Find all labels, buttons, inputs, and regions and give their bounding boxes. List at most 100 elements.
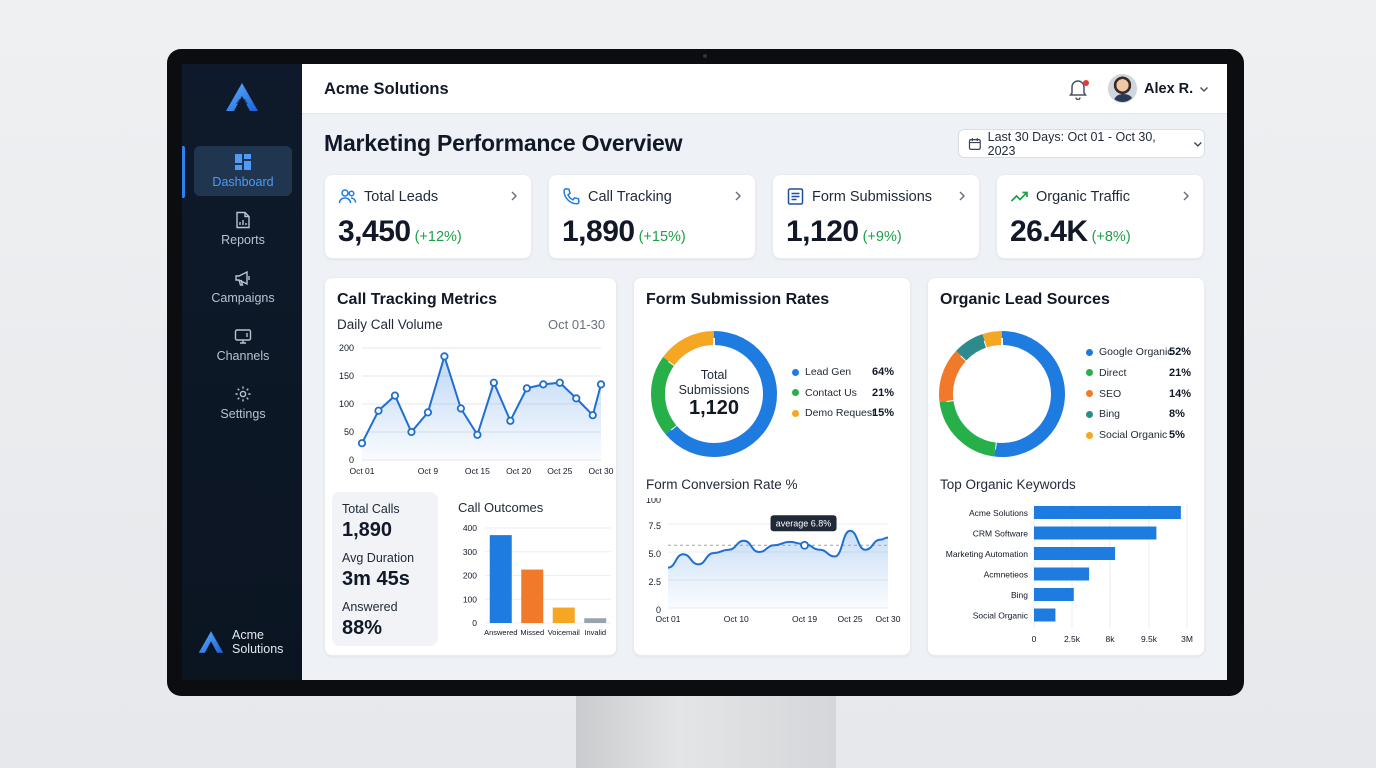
x-tick-label: Oct 01	[655, 614, 680, 624]
legend-swatch	[1086, 431, 1093, 439]
sidebar-item-label: Channels	[216, 349, 270, 363]
legend-value: 5%	[1169, 429, 1185, 442]
app-logo-icon[interactable]	[225, 82, 259, 112]
kpi-card-total-leads[interactable]: Total Leads 3,450 (+12%)	[324, 174, 532, 259]
kpi-delta: (+15%)	[638, 229, 686, 245]
kpi-label: Total Leads	[364, 188, 439, 205]
slice-separator	[670, 424, 677, 431]
kpi-delta: (+12%)	[414, 229, 462, 245]
legend-label: Bing	[1099, 408, 1121, 421]
form-conversion-title: Form Conversion Rate %	[646, 477, 798, 492]
call-stats-box: Total Calls 1,890 Avg Duration 3m 45s An…	[332, 492, 438, 646]
sidebar-brand: Acme Solutions	[198, 628, 283, 656]
slice-seo	[939, 350, 967, 402]
date-range-picker[interactable]: Last 30 Days: Oct 01 - Oct 30, 2023	[958, 129, 1205, 158]
legend-item: Google Organic	[1086, 346, 1173, 358]
x-tick-label: Voicemail	[548, 628, 580, 637]
call-volume-point	[489, 378, 498, 387]
form-icon	[787, 188, 804, 205]
y-tick-label: 100	[463, 594, 477, 604]
chevron-down-icon[interactable]	[1198, 83, 1210, 95]
avatar[interactable]	[1108, 74, 1137, 103]
legend-value: 8%	[1169, 408, 1185, 421]
x-tick-label: Missed	[520, 628, 544, 637]
phone-icon	[563, 188, 580, 205]
gear-icon	[235, 386, 251, 402]
x-tick-label: 8k	[1106, 634, 1116, 644]
kpi-card-call-tracking[interactable]: Call Tracking 1,890 (+15%)	[548, 174, 756, 259]
brand-name-line1: Acme	[232, 628, 264, 642]
legend-swatch	[1086, 348, 1093, 356]
call-volume-point	[473, 430, 482, 439]
y-tick-label: 300	[463, 547, 477, 557]
notification-dot	[1083, 80, 1089, 86]
user-name[interactable]: Alex R.	[1144, 81, 1194, 97]
call-volume-line	[361, 352, 602, 444]
bar-voicemail	[552, 607, 575, 623]
stat-label: Avg Duration	[342, 551, 415, 565]
active-nav-indicator	[182, 146, 185, 198]
keyword-bar	[1034, 547, 1116, 560]
call-volume-point	[390, 391, 400, 400]
call-volume-point	[374, 406, 383, 415]
call-volume-point	[588, 411, 597, 420]
chevron-right-icon[interactable]	[733, 190, 743, 202]
y-tick-label: Social Organic	[973, 611, 1029, 621]
legend-swatch	[1086, 390, 1093, 398]
kpi-value: 1,890	[562, 215, 635, 248]
form-submission-panel: Form Submission Rates Total Submissions …	[633, 277, 911, 656]
chevron-right-icon[interactable]	[957, 190, 967, 202]
kpi-card-form-submissions[interactable]: Form Submissions 1,120 (+9%)	[772, 174, 980, 259]
sidebar-item-campaigns[interactable]: Campaigns	[194, 262, 292, 312]
call-tracking-panel: Call Tracking Metrics Daily Call Volume …	[324, 277, 617, 656]
y-tick-label: 200	[339, 343, 354, 353]
legend-item: Lead Gen	[792, 366, 851, 378]
stat-value: 3m 45s	[342, 568, 410, 590]
kpi-value: 3,450	[338, 215, 411, 248]
sidebar-item-channels[interactable]: Channels	[194, 320, 292, 370]
legend-label: Demo Request	[805, 407, 876, 419]
sidebar-item-label: Dashboard	[212, 175, 274, 189]
keyword-bar	[1034, 608, 1056, 622]
legend-item: Bing	[1086, 408, 1120, 420]
panel-title: Organic Lead Sources	[940, 291, 1110, 308]
users-icon	[338, 189, 357, 204]
y-tick-label: 2.5	[648, 577, 661, 587]
x-tick-label: Invalid	[584, 628, 606, 637]
slice-google-organic	[994, 331, 1065, 457]
panel-title: Call Tracking Metrics	[337, 291, 498, 308]
legend-label: Social Organic	[1099, 429, 1168, 442]
legend-label: Google Organic	[1099, 346, 1173, 358]
y-tick-label: 0	[349, 455, 354, 465]
sidebar-item-settings[interactable]: Settings	[194, 378, 292, 428]
sidebar-item-dashboard[interactable]: Dashboard	[194, 146, 292, 196]
chevron-right-icon[interactable]	[509, 190, 519, 202]
donut-center-value: 1,120	[688, 397, 740, 419]
kpi-delta: (+8%)	[1091, 229, 1131, 245]
call-volume-point	[357, 439, 367, 448]
sidebar-item-reports[interactable]: Reports	[194, 204, 292, 254]
chevron-right-icon[interactable]	[1181, 190, 1191, 202]
y-tick-label: 200	[463, 571, 477, 581]
bell-icon[interactable]	[1068, 78, 1088, 100]
legend-swatch	[792, 409, 799, 417]
x-tick-label: Answered	[484, 628, 517, 637]
y-tick-label: Marketing Automation	[946, 549, 1028, 559]
x-tick-label: Oct 20	[506, 466, 531, 476]
y-tick-label: Acmnetieos	[984, 570, 1028, 580]
x-tick-label: 0	[1032, 634, 1037, 644]
call-outcomes-title: Call Outcomes	[458, 500, 544, 515]
kpi-label: Organic Traffic	[1036, 188, 1131, 205]
y-tick-label: Bing	[1011, 590, 1028, 600]
sidebar-item-label: Reports	[221, 233, 265, 247]
slice-bing	[956, 334, 988, 361]
conversion-line	[667, 529, 889, 569]
call-volume-point	[456, 404, 465, 413]
call-volume-point	[572, 394, 581, 403]
x-tick-label: Oct 9	[418, 466, 439, 476]
top-keywords-chart: 0 2.5k 8k 9.5k 3M Acme Solutions CRM Software M…	[946, 504, 1193, 644]
legend-value: 21%	[1169, 366, 1192, 379]
kpi-card-organic-traffic[interactable]: Organic Traffic 26.4K (+8%)	[996, 174, 1204, 259]
y-tick-label: 7.5	[648, 521, 661, 531]
y-tick-label: 0	[472, 618, 477, 628]
